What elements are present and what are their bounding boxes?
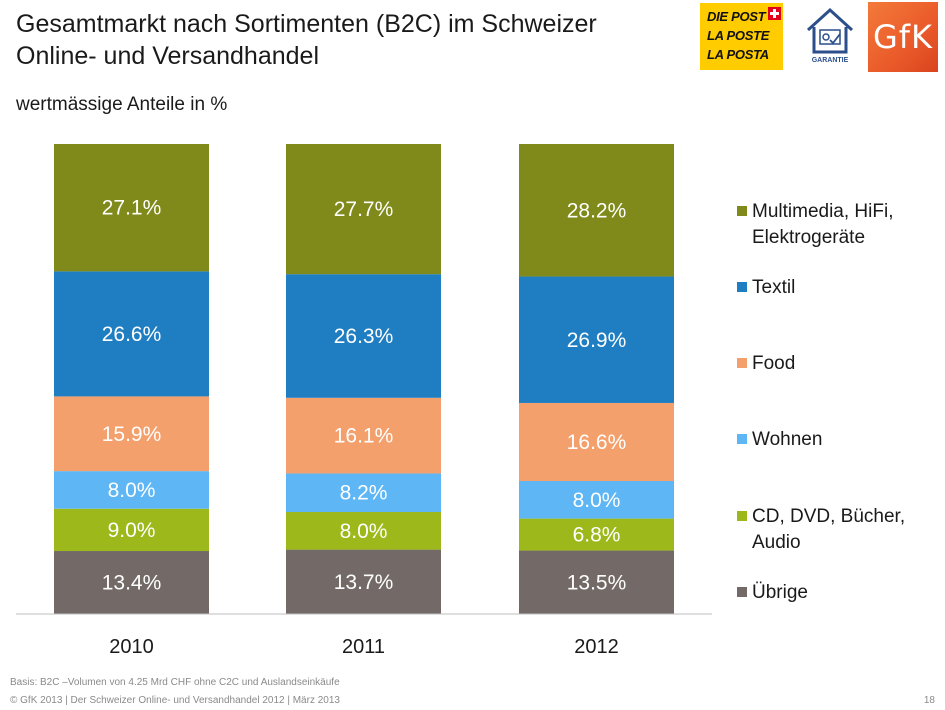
bar-segment-multimedia-2012: [519, 144, 674, 277]
post-logo-line-2: LA POSTE: [707, 28, 770, 43]
legend-label-wohnen-0: Wohnen: [752, 429, 822, 450]
legend-label-multimedia-0: Multimedia, HiFi,: [752, 201, 893, 222]
data-label-cd-2011: 8.0%: [340, 520, 388, 543]
legend-swatch-cd: [737, 511, 747, 521]
bar-segment-wohnen-2011: [286, 473, 441, 513]
bar-segment-food-2012: [519, 402, 674, 481]
data-label-multimedia-2010: 27.1%: [102, 197, 162, 220]
bar-segment-wohnen-2012: [519, 480, 674, 519]
legend-label-cd-0: CD, DVD, Bücher,: [752, 506, 905, 527]
data-label-cd-2010: 9.0%: [108, 519, 156, 542]
bar-segment-uebrige-2011: [286, 549, 441, 614]
die-post-logo: DIE POST LA POSTE LA POSTA: [700, 3, 783, 70]
slide-title-line-1: Gesamtmarkt nach Sortimenten (B2C) im Sc…: [16, 10, 597, 38]
bar-segment-wohnen-2010: [54, 471, 209, 509]
data-label-uebrige-2011: 13.7%: [334, 571, 394, 594]
bar-segment-cd-2011: [286, 512, 441, 550]
legend-label-uebrige-0: Übrige: [752, 582, 808, 603]
category-label-2010: 2010: [109, 636, 154, 658]
legend-label-multimedia-1: Elektrogeräte: [752, 227, 865, 248]
data-label-multimedia-2011: 27.7%: [334, 198, 394, 221]
basis-footnote: Basis: B2C –Volumen von 4.25 Mrd CHF ohn…: [10, 677, 340, 688]
bar-segment-uebrige-2012: [519, 550, 674, 614]
legend-label-textil-0: Textil: [752, 277, 795, 298]
slide-title-line-2: Online- und Versandhandel: [16, 42, 320, 70]
house-check-icon: [806, 7, 854, 54]
post-logo-line-3: LA POSTA: [707, 47, 769, 62]
legend-label-food-0: Food: [752, 353, 795, 374]
bar-segment-multimedia-2010: [54, 144, 209, 272]
bar-segment-textil-2012: [519, 276, 674, 403]
legend-swatch-textil: [737, 282, 747, 292]
legend-swatch-multimedia: [737, 206, 747, 216]
legend-swatch-food: [737, 358, 747, 368]
data-label-food-2012: 16.6%: [567, 431, 627, 454]
swiss-cross-icon: [768, 7, 781, 20]
garantie-logo: GARANTIE: [804, 6, 856, 68]
data-label-food-2010: 15.9%: [102, 423, 162, 446]
slide-subtitle: wertmässige Anteile in %: [16, 94, 228, 115]
gfk-wordmark: GfK: [872, 18, 934, 56]
data-label-wohnen-2010: 8.0%: [108, 479, 156, 502]
category-label-2011: 2011: [342, 636, 385, 658]
data-label-wohnen-2011: 8.2%: [340, 482, 388, 505]
data-label-textil-2011: 26.3%: [334, 325, 394, 348]
bar-segment-cd-2010: [54, 508, 209, 552]
page-number: 18: [923, 695, 935, 706]
data-label-uebrige-2010: 13.4%: [102, 572, 162, 595]
bar-segment-textil-2010: [54, 271, 209, 397]
bar-segment-uebrige-2010: [54, 551, 209, 614]
bar-segment-food-2011: [286, 397, 441, 474]
data-label-uebrige-2012: 13.5%: [567, 571, 627, 594]
gfk-logo: GfK: [868, 2, 938, 72]
bar-segment-food-2010: [54, 396, 209, 472]
bar-segment-textil-2011: [286, 274, 441, 398]
data-label-food-2011: 16.1%: [334, 425, 394, 448]
data-label-textil-2012: 26.9%: [567, 329, 627, 352]
legend-swatch-uebrige: [737, 587, 747, 597]
legend-label-cd-1: Audio: [752, 532, 801, 553]
category-label-2012: 2012: [574, 636, 619, 658]
data-label-cd-2012: 6.8%: [573, 524, 621, 547]
slide-title: Gesamtmarkt nach Sortimenten (B2C) im Sc…: [16, 8, 676, 72]
data-label-textil-2010: 26.6%: [102, 323, 162, 346]
garantie-label: GARANTIE: [811, 57, 849, 64]
post-logo-line-1: DIE POST: [707, 9, 766, 24]
bar-segment-cd-2012: [519, 518, 674, 551]
bar-segment-multimedia-2011: [286, 144, 441, 275]
data-label-wohnen-2012: 8.0%: [573, 489, 621, 512]
source-footer: © GfK 2013 | Der Schweizer Online- und V…: [10, 695, 340, 706]
legend-swatch-wohnen: [737, 434, 747, 444]
data-label-multimedia-2012: 28.2%: [567, 199, 627, 222]
